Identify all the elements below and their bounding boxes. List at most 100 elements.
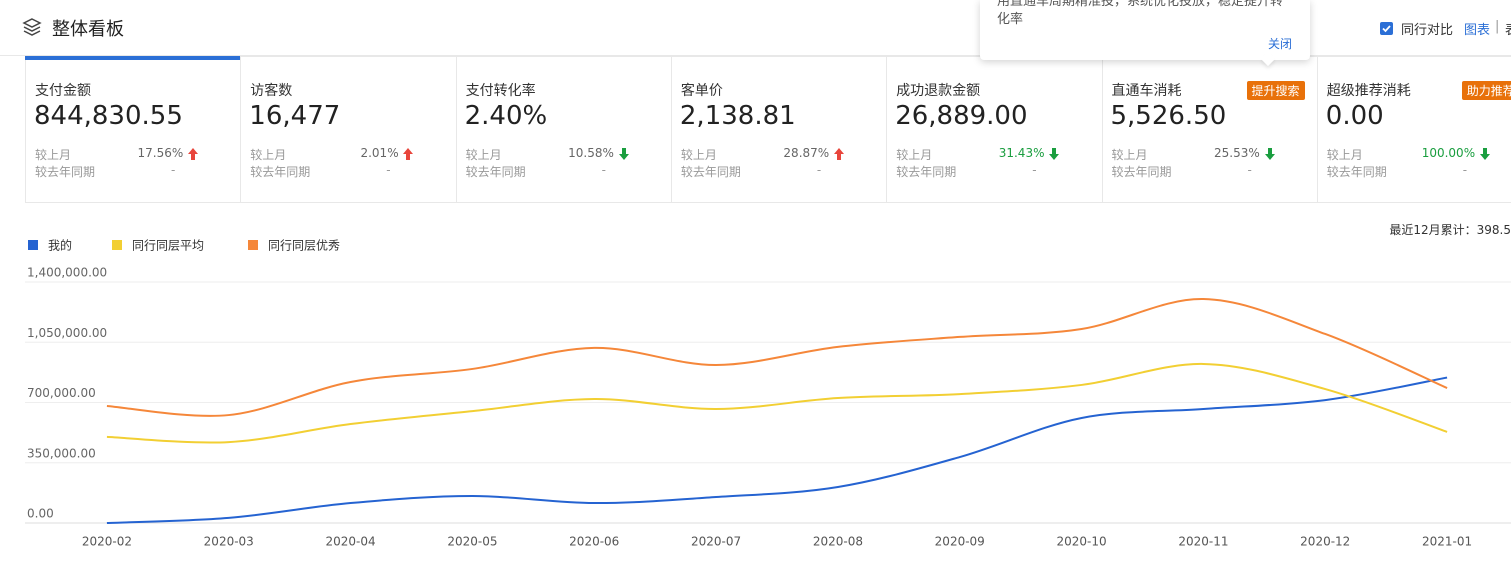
page-title: 整体看板 [52,19,124,40]
trend-arrow [1049,148,1060,160]
yoy-label: 较去年同期 [250,165,311,179]
trend-arrow [1479,148,1490,160]
y-tick-label: 350,000.00 [27,446,96,460]
chart-view-link[interactable]: 图表 [1464,23,1491,38]
tooltip-close[interactable]: 关闭 [1267,37,1292,51]
card-value: 16,477 [249,101,341,131]
metric-card[interactable]: 访客数 16,477 较上月 2.01% 较去年同期 - [240,57,455,202]
tooltip-text: 用直通车周期精准投，系统优化投放，稳定提升转化率 [997,0,1284,27]
mom-value: 28.87% [783,146,830,160]
y-tick-label: 700,000.00 [27,386,96,400]
legend-swatch [248,240,258,250]
compare-checkbox[interactable] [1380,22,1393,35]
yoy-value: - [171,163,176,177]
trend-arrow [618,148,629,160]
trend-arrow [188,148,198,160]
card-value: 2,138.81 [679,101,796,131]
y-tick-label: 1,400,000.00 [27,266,107,280]
metric-cards: 支付金额 844,830.55 较上月 17.56% 较去年同期 - 访客数 16,477 较上… [25,56,1511,203]
mom-value: 17.56% [137,146,184,160]
metric-card[interactable]: 支付转化率 2.40% 较上月 10.58% 较去年同期 - [455,57,671,202]
card-title: 成功退款金额 [896,83,981,99]
mom-value: 100.00% [1421,146,1476,160]
x-tick-label: 2020-07 [691,535,741,549]
metric-card[interactable]: 客单价 2,138.81 较上月 28.87% 较去年同期 - [670,57,886,202]
x-tick-label: 2021-01 [1422,535,1472,549]
legend-label: 我的 [48,238,72,253]
selected-bar [25,56,241,60]
mom-label: 较上月 [250,148,287,162]
metric-card[interactable]: 成功退款金额 26,889.00 较上月 31.43% 较去年同期 - [886,57,1101,202]
legend-swatch [112,240,122,250]
compare-label[interactable]: 同行对比 [1401,23,1454,38]
table-view-link[interactable]: 表 [1505,19,1511,38]
card-value: 2.40% [464,101,548,131]
card-title: 超级推荐消耗 [1326,83,1411,99]
x-tick-label: 2020-12 [1300,535,1350,549]
x-tick-label: 2020-03 [204,535,254,549]
x-tick-label: 2020-10 [1057,535,1107,549]
mom-value: 2.01% [360,146,399,160]
mom-value: 10.58% [568,146,614,160]
yoy-value: - [1462,163,1468,177]
mom-label: 较上月 [1326,148,1363,162]
yoy-value: - [1032,163,1037,177]
card-value: 5,526.50 [1110,101,1227,131]
yoy-label: 较去年同期 [1111,165,1172,179]
yoy-value: - [601,163,606,177]
card-badge[interactable]: 提升搜索 [1246,81,1305,100]
x-tick-label: 2020-09 [935,535,985,549]
mom-label: 较上月 [465,148,502,162]
mom-value: 25.53% [1214,146,1260,160]
summary: 最近12月累计：398.5 [1389,223,1511,237]
series-line [106,298,1448,417]
metric-card[interactable]: 支付金额 844,830.55 较上月 17.56% 较去年同期 - [25,56,241,202]
card-title: 客单价 [680,83,723,99]
card-title: 支付转化率 [465,83,536,99]
x-tick-label: 2020-08 [813,535,863,549]
x-tick-label: 2020-05 [447,535,497,549]
legend-label: 同行同层平均 [132,239,204,253]
card-value: 26,889.00 [895,101,1028,131]
mom-label: 较上月 [1111,148,1148,162]
separator: | [1495,19,1500,34]
yoy-value: - [1247,163,1252,177]
legend-label: 同行同层优秀 [268,239,340,253]
card-value: 0.00 [1325,101,1384,131]
yoy-value: - [386,163,391,177]
header-divider [0,55,1511,56]
card-title: 直通车消耗 [1111,83,1182,99]
yoy-label: 较去年同期 [465,165,526,179]
mom-label: 较上月 [35,148,72,162]
series-line [106,362,1448,444]
y-tick-label: 1,050,000.00 [27,326,107,340]
trend-arrow [1264,148,1275,160]
mom-value: 31.43% [998,146,1045,160]
metric-card[interactable]: 直通车消耗 提升搜索 5,526.50 较上月 25.53% 较去年同期 - [1101,57,1317,202]
legend-swatch [28,240,38,250]
mom-label: 较上月 [680,148,717,162]
x-tick-label: 2020-11 [1178,535,1228,549]
series-line [106,376,1448,524]
metric-card[interactable]: 超级推荐消耗 助力推荐 0.00 较上月 100.00% 较去年同期 - [1316,57,1511,202]
card-title: 支付金额 [35,83,91,99]
card-badge[interactable]: 助力推荐 [1461,81,1511,100]
chart: 0.00 350,000.00 700,000.00 1,050,000.00 1,40… [25,238,1511,549]
tooltip: 用直通车周期精准投，系统优化投放，稳定提升转化率 关闭 [980,0,1310,67]
layers-icon [22,18,42,36]
yoy-label: 较去年同期 [1326,165,1387,179]
yoy-label: 较去年同期 [35,165,96,179]
card-title: 访客数 [250,83,293,99]
yoy-label: 较去年同期 [896,165,957,179]
yoy-value: - [816,163,822,177]
x-tick-label: 2020-02 [82,535,132,549]
y-tick-label: 0.00 [27,507,54,521]
trend-arrow [403,148,414,160]
card-value: 844,830.55 [34,101,183,131]
trend-arrow [833,148,844,160]
mom-label: 较上月 [896,148,933,162]
yoy-label: 较去年同期 [680,165,741,179]
x-tick-label: 2020-06 [569,535,619,549]
